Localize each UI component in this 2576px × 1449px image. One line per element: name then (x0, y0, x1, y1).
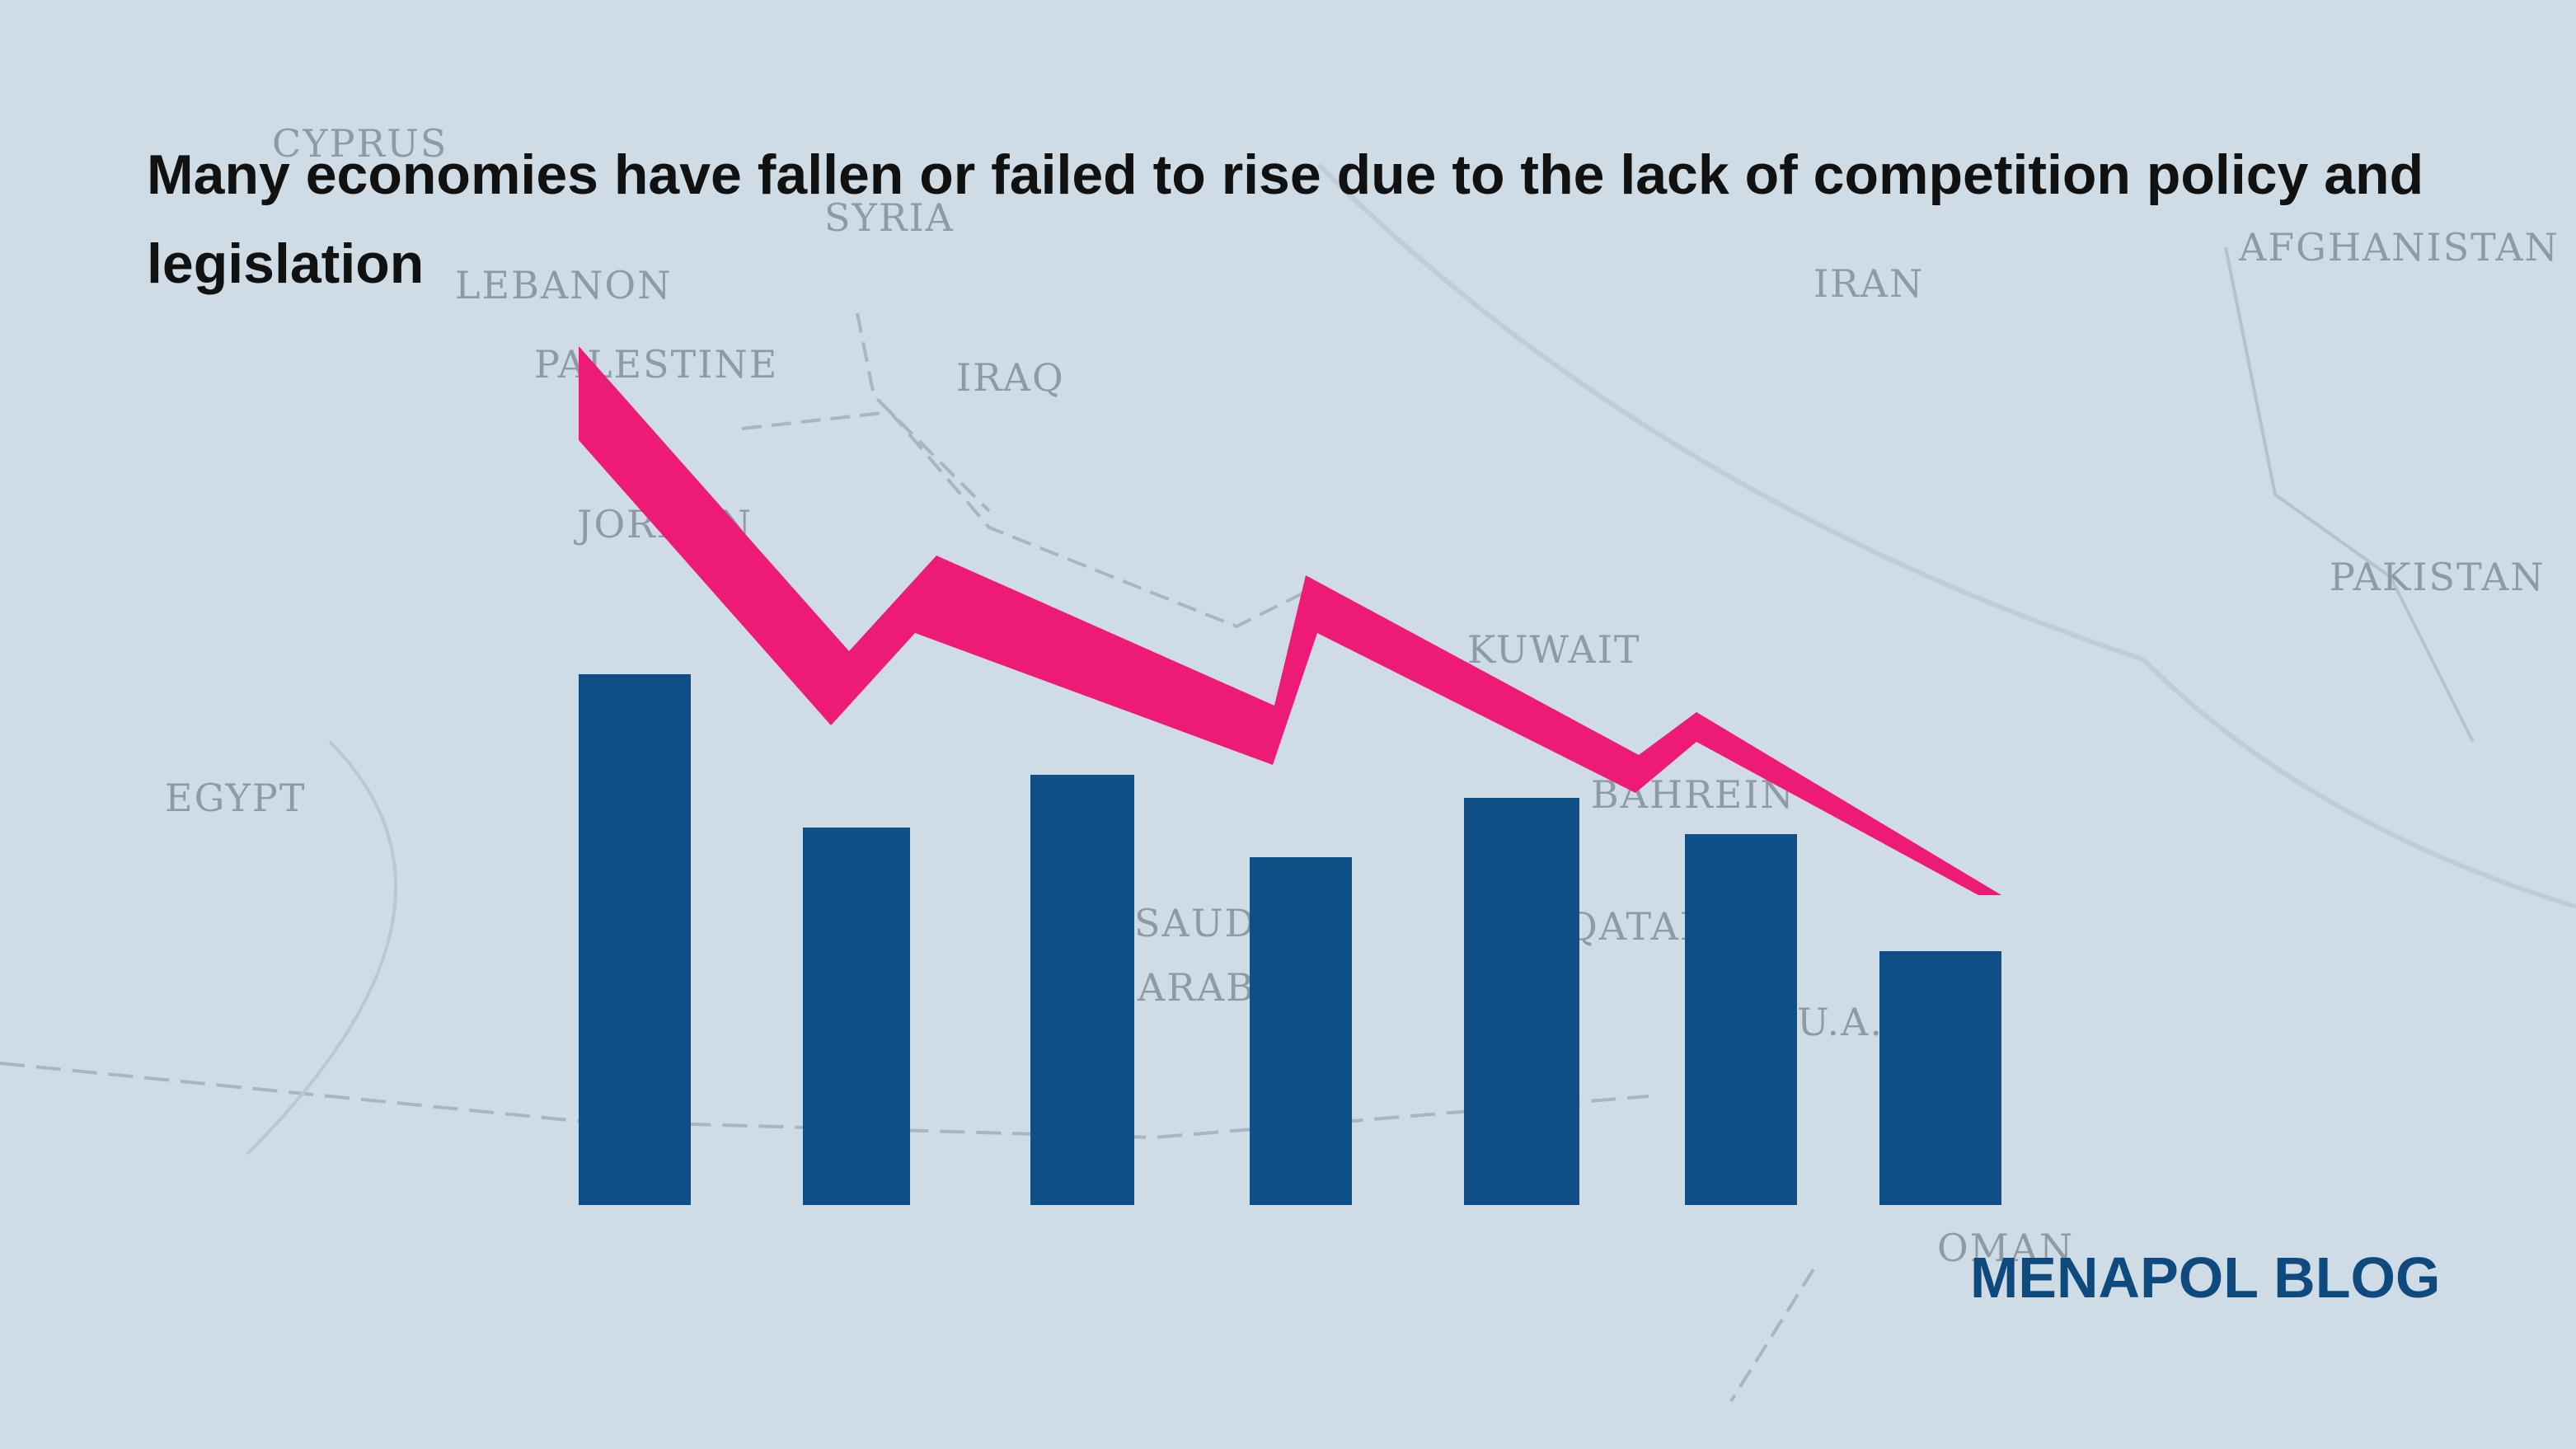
bar (1464, 798, 1579, 1205)
map-label: EGYPT (165, 776, 307, 820)
map-label: KUWAIT (1467, 627, 1641, 672)
map-label: PALESTINE (534, 342, 778, 387)
bar (1250, 857, 1352, 1205)
map-label: LEBANON (455, 263, 672, 307)
map-label: SYRIA (824, 195, 955, 240)
bar (803, 828, 910, 1205)
bars (579, 674, 2001, 1205)
map-label: IRAN (1814, 261, 1924, 306)
bar (1685, 834, 1797, 1205)
map-lines (0, 162, 2576, 1403)
trend-ribbon (579, 346, 2001, 895)
brand: MENAPOL BLOG (1970, 1245, 2441, 1310)
map-label: CYPRUS (272, 121, 448, 166)
title: Many economies have fallen or failed to … (147, 143, 2424, 295)
map-label: OMAN (1937, 1226, 2074, 1270)
map-label: PAKISTAN (2330, 555, 2546, 599)
map-label: QATAR (1566, 904, 1710, 949)
map-label: SAUDI (1134, 901, 1274, 945)
bar (579, 674, 691, 1205)
map-label: AFGHANISTAN (2238, 225, 2560, 270)
bar (1030, 775, 1134, 1205)
map-label: IRAQ (956, 355, 1065, 400)
bar (1879, 951, 2001, 1205)
